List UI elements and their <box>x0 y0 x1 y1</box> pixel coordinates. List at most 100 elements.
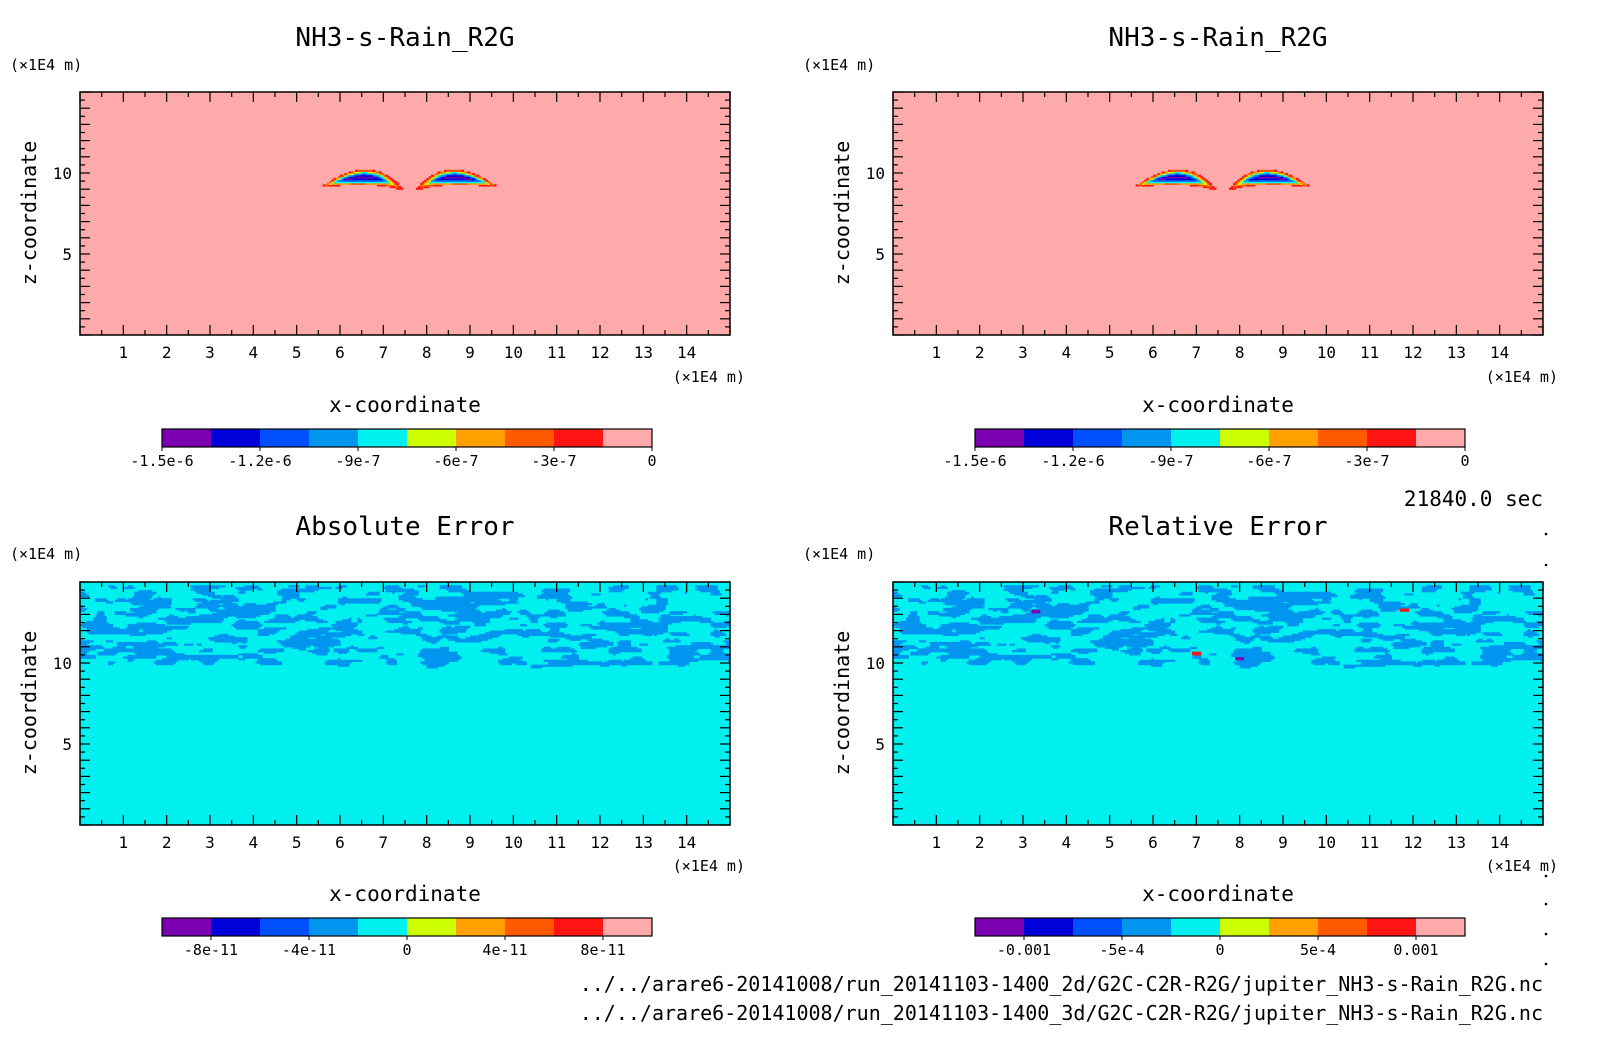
heatmap-cell <box>1044 641 1050 645</box>
heatmap-cell <box>1070 632 1089 635</box>
heatmap-cell <box>288 585 300 588</box>
heatmap-cell <box>420 185 423 189</box>
heatmap-cell <box>1096 645 1124 648</box>
heatmap-cell <box>1209 653 1217 656</box>
heatmap-cell <box>463 593 523 596</box>
colorbar-swatch <box>603 429 653 447</box>
heatmap-cell <box>1109 598 1119 601</box>
heatmap-cell <box>1189 176 1193 179</box>
heatmap-cell <box>1185 169 1189 172</box>
heatmap-cell <box>1153 174 1156 177</box>
heatmap-cell <box>1198 661 1210 664</box>
heatmap-cell <box>214 635 235 638</box>
heatmap-cell <box>947 593 968 596</box>
heatmap-cell <box>387 659 397 662</box>
heatmap-cell <box>1189 173 1193 176</box>
heatmap-cell <box>1131 627 1167 630</box>
heatmap-cell <box>1452 643 1462 646</box>
heatmap-cell <box>1311 646 1317 650</box>
heatmap-cell <box>305 586 332 590</box>
heatmap-cell <box>1358 598 1362 601</box>
heatmap-cell <box>394 181 397 184</box>
heatmap-cell <box>1150 585 1161 588</box>
heatmap-cell <box>457 173 465 176</box>
heatmap-cell <box>1293 650 1319 653</box>
heatmap-cell <box>1259 169 1275 172</box>
heatmap-cell <box>207 607 218 611</box>
heatmap-cell <box>348 173 354 176</box>
colorbar-swatch <box>162 918 212 936</box>
heatmap-cell <box>1031 611 1041 614</box>
heatmap-cell <box>242 654 263 658</box>
y-tick-label: 10 <box>866 654 885 673</box>
heatmap-cell <box>999 616 1041 619</box>
heatmap-cell <box>162 641 176 645</box>
heatmap-cell <box>1250 635 1271 638</box>
heatmap-cell <box>129 601 172 604</box>
heatmap-cell <box>979 637 985 640</box>
heatmap-cell <box>1207 628 1234 632</box>
heatmap-cell <box>1209 607 1219 611</box>
heatmap-cell <box>1211 598 1236 601</box>
heatmap-cell <box>1150 176 1154 179</box>
heatmap-cell <box>480 650 506 653</box>
x-tick-label: 11 <box>1360 343 1379 362</box>
heatmap-cell <box>929 641 972 645</box>
heatmap-cell <box>1192 176 1195 179</box>
heatmap-cell <box>422 607 475 611</box>
heatmap-cell <box>899 627 933 630</box>
heatmap-cell <box>305 612 315 615</box>
x-tick-label: 4 <box>1062 343 1072 362</box>
heatmap-cell <box>1189 184 1200 187</box>
heatmap-cell <box>357 169 374 172</box>
heatmap-cell <box>1313 663 1325 666</box>
colorbar-swatch <box>407 429 457 447</box>
heatmap-cell <box>936 586 948 590</box>
heatmap-cell <box>387 663 397 666</box>
heatmap-cell <box>1005 586 1033 590</box>
heatmap-cell <box>1051 588 1065 591</box>
heatmap-cell <box>80 654 96 658</box>
heatmap-cell <box>207 637 248 640</box>
heatmap-cell <box>381 173 384 176</box>
heatmap-cell <box>1378 606 1421 609</box>
heatmap-cell <box>357 619 363 622</box>
heatmap-cell <box>132 603 172 606</box>
heatmap-cell <box>385 585 400 588</box>
heatmap-cell <box>457 171 465 174</box>
heatmap-cell <box>337 601 380 604</box>
heatmap-cell <box>387 176 391 179</box>
heatmap-cell <box>1237 182 1243 185</box>
heatmap-cell <box>344 173 348 176</box>
heatmap-cell <box>1252 628 1280 632</box>
heatmap-cell <box>1458 598 1462 601</box>
heatmap-cell <box>383 606 400 609</box>
colorbar-swatch <box>1416 918 1466 936</box>
heatmap-cell <box>971 617 1037 620</box>
heatmap-cell <box>1218 611 1234 614</box>
heatmap-cell <box>1443 619 1462 622</box>
heatmap-cell <box>556 646 571 650</box>
heatmap-cell <box>357 617 361 620</box>
heatmap-cell <box>1150 658 1154 661</box>
heatmap-cell <box>1033 598 1052 601</box>
heatmap-cell <box>223 594 235 598</box>
heatmap-cell <box>658 663 690 666</box>
heatmap-cell <box>428 179 432 182</box>
heatmap-cell <box>435 179 480 182</box>
heatmap-cell <box>422 663 447 666</box>
heatmap-cell <box>95 598 107 601</box>
heatmap-cell <box>1239 664 1258 667</box>
heatmap-cell <box>1057 603 1070 606</box>
heatmap-cell <box>1419 628 1481 632</box>
heatmap-cell <box>619 633 629 637</box>
heatmap-cell <box>355 169 358 172</box>
heatmap-cell <box>381 177 384 181</box>
heatmap-cell <box>240 646 246 650</box>
heatmap-cell <box>1248 179 1293 182</box>
heatmap-cell <box>1111 599 1117 603</box>
heatmap-cell <box>1356 612 1379 615</box>
heatmap-cell <box>387 604 397 607</box>
heatmap-cell <box>212 612 270 615</box>
heatmap-cell <box>422 638 441 641</box>
